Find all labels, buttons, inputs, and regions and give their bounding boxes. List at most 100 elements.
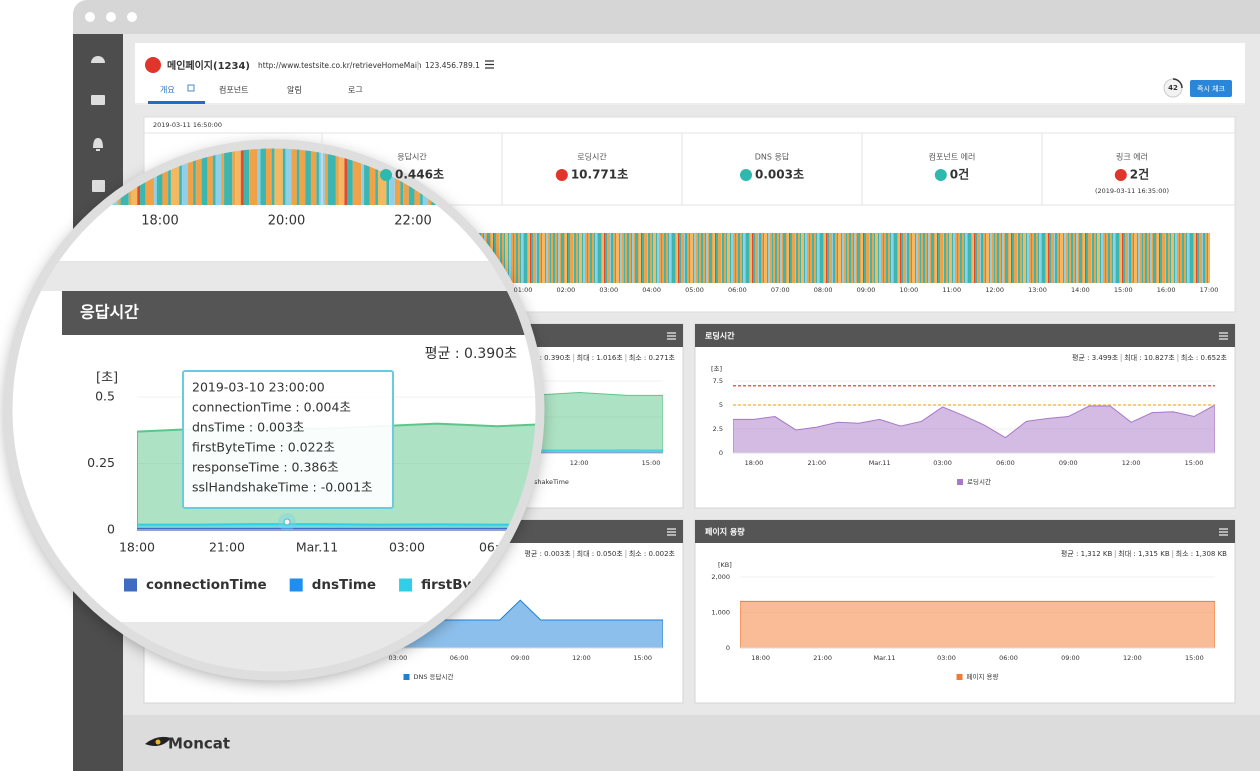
- summary-timestamp: 2019-03-11 16:50:00: [153, 121, 222, 129]
- tab[interactable]: 컴포넌트: [219, 86, 248, 95]
- x-tick-label: Mar.11: [874, 654, 896, 662]
- timeline-label: 16:00: [1157, 286, 1176, 294]
- plot: [733, 404, 1215, 454]
- sidebar-icons: [91, 56, 105, 192]
- y-tick-label: 0.25: [87, 455, 115, 470]
- panel-menu[interactable]: [1219, 332, 1228, 340]
- timeline-label: 13:00: [1028, 286, 1047, 294]
- tooltip: [182, 370, 394, 509]
- metric-status: [380, 169, 392, 181]
- metric-label: 링크 에러: [1116, 152, 1148, 162]
- panel-stat: 최대 : 10.827초: [1124, 353, 1175, 362]
- timeline-label: 08:00: [814, 286, 833, 294]
- tooltip-line: 2019-03-10 23:00:00: [192, 380, 325, 395]
- x-tick-label: 09:00: [1061, 654, 1080, 662]
- mag-panel-title: 응답시간: [80, 303, 139, 322]
- panel-unit: [KB]: [718, 561, 732, 569]
- x-tick-label: 18:00: [751, 654, 770, 662]
- mag-panel-header: [62, 291, 540, 335]
- x-tick-label: 06:00: [999, 654, 1018, 662]
- panel-header: [695, 520, 1235, 543]
- x-tick-label: 09:00: [511, 654, 530, 662]
- metric-note: (2019-03-11 16:35:00): [1095, 187, 1169, 195]
- tab[interactable]: 알림: [287, 85, 302, 95]
- x-tick-label: 03:00: [389, 540, 425, 555]
- y-tick-label: 0: [719, 449, 723, 457]
- page-ip: 123.456.789.1: [425, 61, 480, 70]
- x-tick-label: 12:00: [572, 654, 591, 662]
- timeline-label: 01:00: [514, 286, 533, 294]
- page-url: http://www.testsite.co.kr/retrieveHomeMa…: [258, 61, 422, 70]
- legend-label: dnsTime: [312, 577, 376, 593]
- log-icon[interactable]: [92, 180, 105, 192]
- mag-avg: 평균 : 0.390초: [425, 346, 517, 362]
- y-tick-label: 2,000: [711, 573, 730, 581]
- panel-stat: 최소 : 0.652초: [1181, 353, 1228, 362]
- check-button-label[interactable]: 즉시 체크: [1197, 85, 1226, 93]
- panel-header: [695, 324, 1235, 347]
- panel-menu[interactable]: [667, 528, 676, 536]
- menu-icon[interactable]: [485, 60, 494, 69]
- metric-value: 2건: [1130, 167, 1149, 182]
- timeline-label: 14:00: [1071, 286, 1090, 294]
- timeline-label: 12:00: [985, 286, 1004, 294]
- active-tab-indicator: [148, 101, 205, 104]
- panel-stat: 최대 : 1,315 KB: [1118, 549, 1170, 558]
- panel-menu[interactable]: [1219, 528, 1228, 536]
- x-tick-label: 18:00: [119, 540, 155, 555]
- window-dot: [85, 12, 95, 22]
- legend-swatch: [289, 578, 303, 592]
- check-button[interactable]: [1190, 80, 1232, 97]
- monitor-icon[interactable]: [91, 95, 105, 105]
- metric-status: [740, 169, 752, 181]
- panel-stat: 평균 : 1,312 KB: [1061, 549, 1113, 558]
- timeline-label: 02:00: [557, 286, 576, 294]
- y-tick-label: 7.5: [713, 377, 723, 385]
- x-tick-label: 12:00: [1123, 654, 1142, 662]
- logo: Moncat: [168, 735, 230, 753]
- metric-value: 10.771초: [571, 168, 628, 182]
- panel-stat: 최대 : 1.016초: [577, 353, 624, 362]
- plot: [740, 600, 1215, 649]
- x-tick-label: Mar.11: [296, 540, 338, 555]
- dashboard-icon[interactable]: [91, 56, 105, 63]
- metric-value: 0.003초: [755, 168, 804, 182]
- x-tick-label: 15:00: [633, 654, 652, 662]
- y-tick-label: 2.5: [713, 425, 723, 433]
- x-tick-label: 15:00: [1185, 459, 1204, 467]
- x-tick-label: 21:00: [807, 459, 826, 467]
- window-dot: [127, 12, 137, 22]
- legend-label: connectionTime: [146, 577, 267, 593]
- tooltip-line: firstByteTime : 0.022초: [192, 440, 335, 455]
- y-tick-label: 0: [107, 522, 115, 537]
- timeline-label: 17:00: [1200, 286, 1219, 294]
- panel-unit: [초]: [711, 365, 722, 373]
- mag-timeline-label: 20:00: [268, 214, 305, 229]
- panel-stat: 최소 : 1,308 KB: [1176, 549, 1228, 558]
- panel-stat: 평균 : 0.003초: [524, 549, 571, 558]
- x-tick-label: 21:00: [209, 540, 245, 555]
- metric-value: 0.446초: [395, 168, 444, 182]
- tab[interactable]: 개요: [160, 85, 175, 95]
- panel-stat: 최대 : 0.050초: [577, 549, 624, 558]
- legend-swatch: [956, 674, 963, 680]
- tab[interactable]: 로그: [348, 86, 363, 95]
- x-tick-label: 15:00: [642, 459, 661, 467]
- panel-title: 로딩시간: [705, 331, 735, 341]
- panel-menu[interactable]: [667, 332, 676, 340]
- timeline-label: 06:00: [728, 286, 747, 294]
- badge-ring: [1172, 78, 1183, 89]
- mag-unit: [초]: [96, 371, 118, 386]
- panel-stat: 최소 : 0.271초: [629, 353, 676, 362]
- legend-swatch: [403, 674, 410, 680]
- panel-stat: 최소 : 0.002초: [629, 549, 676, 558]
- x-tick-label: 18:00: [745, 459, 764, 467]
- legend-label: sslHandshakeTime: [508, 478, 569, 486]
- timeline-label: 04:00: [642, 286, 661, 294]
- alarm-icon[interactable]: [93, 138, 103, 151]
- tooltip-marker: [283, 518, 291, 526]
- metric-label: 컴포넌트 에러: [929, 153, 976, 162]
- panel-stat: 평균 : 0.390초: [524, 353, 571, 362]
